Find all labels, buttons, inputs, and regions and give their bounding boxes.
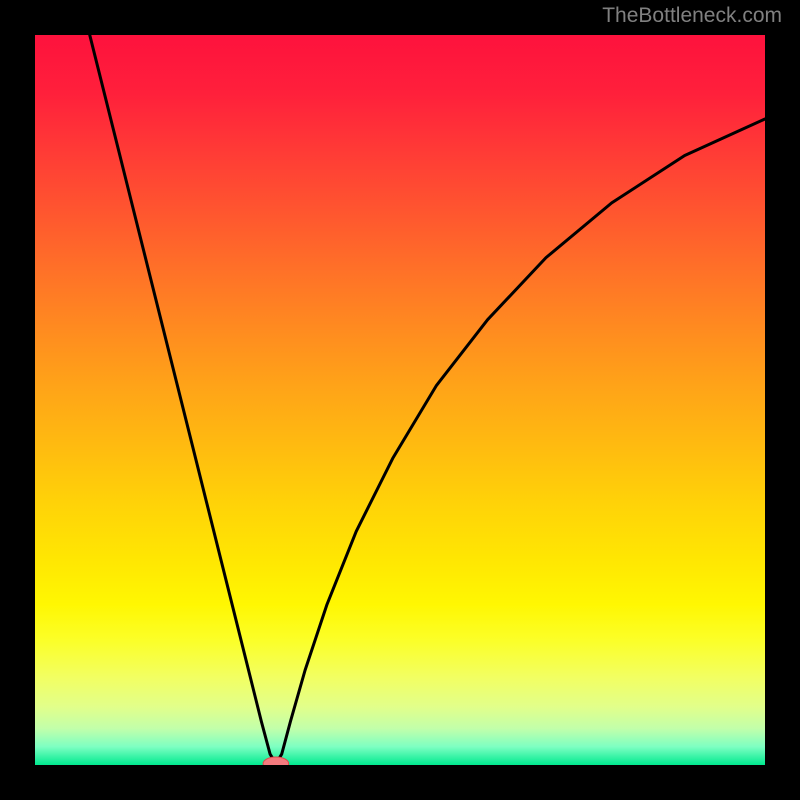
plot-area [35,35,765,765]
minimum-marker [263,757,289,765]
bottleneck-curve [90,35,765,764]
watermark-text: TheBottleneck.com [602,4,782,28]
curve-overlay [35,35,765,765]
chart-container: TheBottleneck.com [0,0,800,800]
